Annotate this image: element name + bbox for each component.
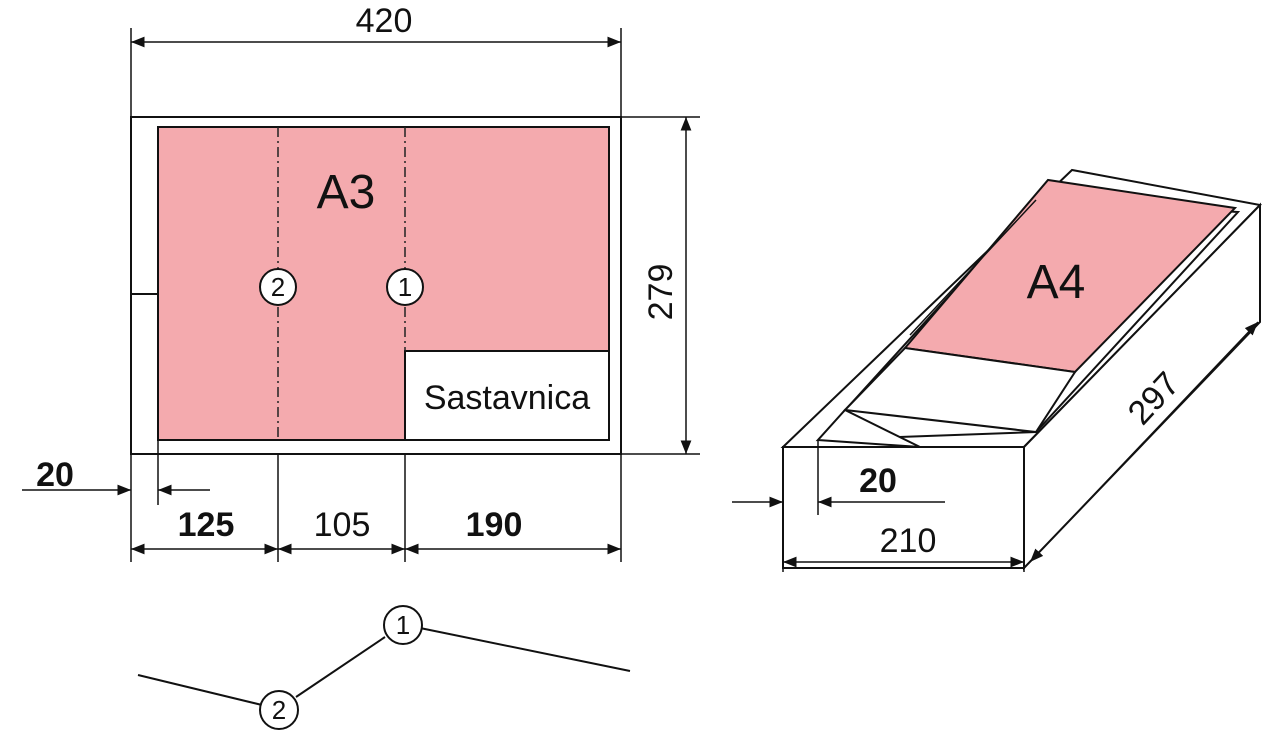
a3-fold-segment-3-label: 190 bbox=[466, 506, 523, 544]
fold-profile: 1 2 bbox=[137, 605, 631, 730]
a3-width-dimension: 420 bbox=[130, 2, 622, 117]
a4-fold-edge bbox=[909, 199, 1037, 336]
a3-fold-marker-1-label: 1 bbox=[398, 272, 412, 302]
a3-height-label: 279 bbox=[642, 264, 680, 321]
fold-profile-marker-1: 1 bbox=[383, 605, 423, 645]
fold-profile-marker-2: 2 bbox=[259, 690, 299, 730]
a3-fold-marker-2-label: 2 bbox=[271, 272, 285, 302]
fold-profile-marker-1-label: 1 bbox=[396, 610, 410, 640]
a4-margin-dimension: 20 bbox=[732, 440, 945, 515]
a3-fold-segment-1-label: 125 bbox=[178, 506, 235, 544]
fold-profile-marker-2-label: 2 bbox=[272, 695, 286, 725]
a4-fold-flap bbox=[815, 408, 921, 448]
a3-sheet: Sastavnica A3 2 1 bbox=[130, 116, 622, 455]
a4-width-dimension: 210 bbox=[782, 447, 1025, 572]
a3-fold-segment-2-label: 105 bbox=[314, 506, 371, 544]
a3-width-label: 420 bbox=[356, 2, 413, 40]
a3-outer-border bbox=[130, 116, 622, 455]
a4-margin-label: 20 bbox=[859, 462, 897, 500]
a3-title-block-label: Sastavnica bbox=[424, 379, 590, 417]
a3-title-block bbox=[404, 350, 610, 441]
a3-fold-dimensions: 125 105 190 bbox=[131, 454, 622, 562]
a4-width-label: 210 bbox=[880, 522, 937, 560]
a3-sheet-label: A3 bbox=[317, 166, 376, 219]
a4-folded-sheet: A4 bbox=[780, 168, 1263, 571]
a4-sheet-label: A4 bbox=[1027, 256, 1086, 309]
a3-margin-dimension: 20 bbox=[22, 440, 210, 562]
a3-fold-marker-1: 1 bbox=[386, 268, 424, 306]
a3-margin-label: 20 bbox=[36, 456, 74, 494]
a3-height-dimension: 279 bbox=[621, 116, 700, 455]
a3-fold-marker-2: 2 bbox=[259, 268, 297, 306]
